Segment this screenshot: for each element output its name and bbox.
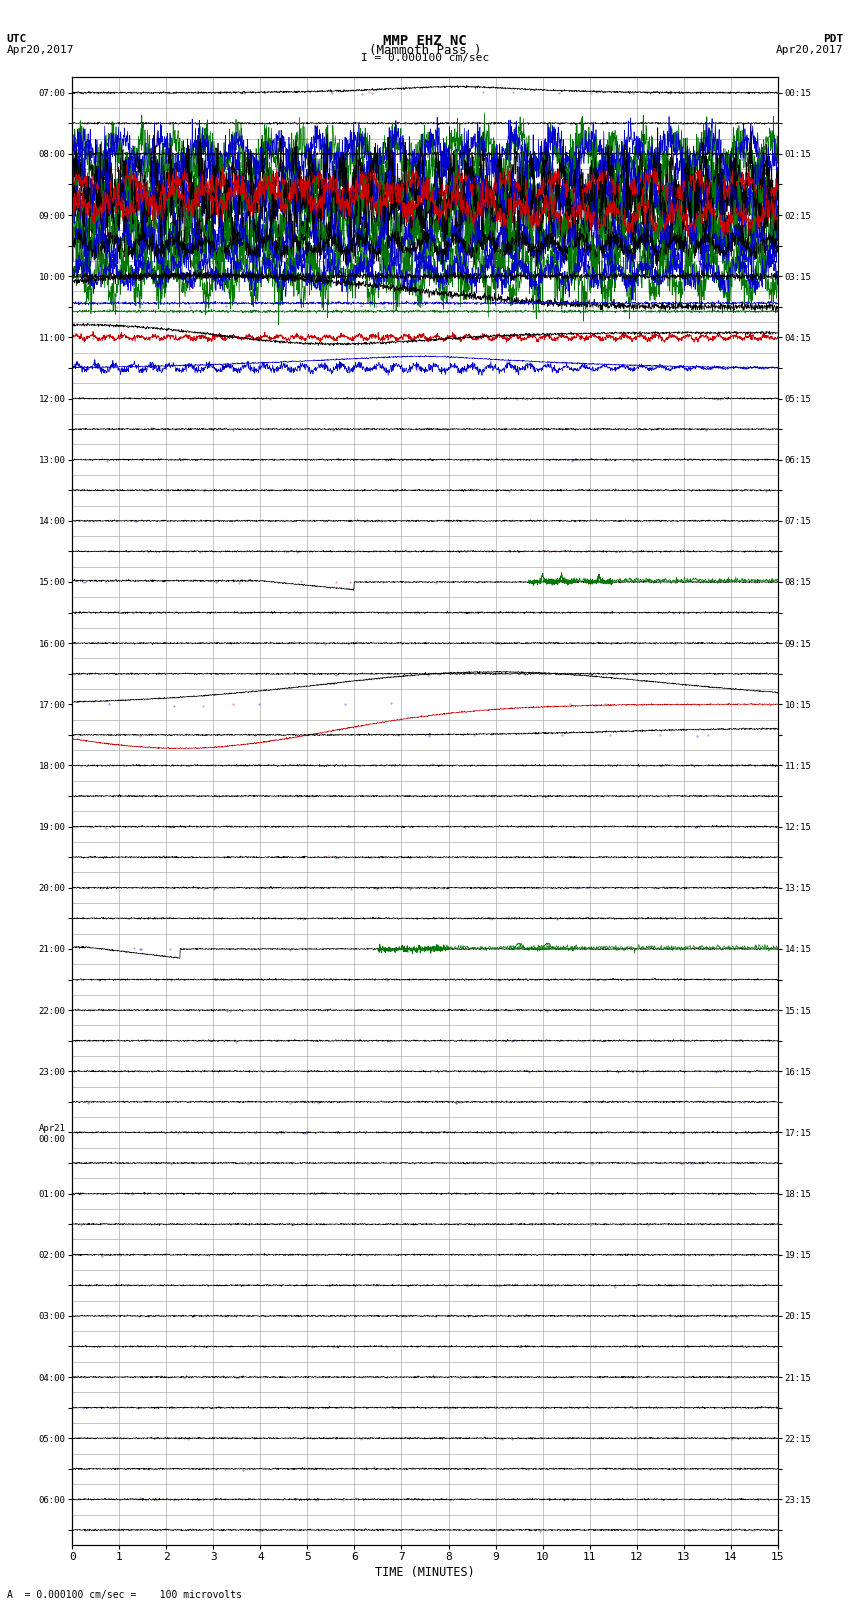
- Text: Apr20,2017: Apr20,2017: [7, 45, 74, 55]
- Text: (Mammoth Pass ): (Mammoth Pass ): [369, 44, 481, 56]
- Text: MMP EHZ NC: MMP EHZ NC: [383, 34, 467, 48]
- Text: I = 0.000100 cm/sec: I = 0.000100 cm/sec: [361, 53, 489, 63]
- Text: PDT: PDT: [823, 34, 843, 44]
- Text: UTC: UTC: [7, 34, 27, 44]
- Text: Apr20,2017: Apr20,2017: [776, 45, 843, 55]
- X-axis label: TIME (MINUTES): TIME (MINUTES): [375, 1566, 475, 1579]
- Text: A  = 0.000100 cm/sec =    100 microvolts: A = 0.000100 cm/sec = 100 microvolts: [7, 1590, 241, 1600]
